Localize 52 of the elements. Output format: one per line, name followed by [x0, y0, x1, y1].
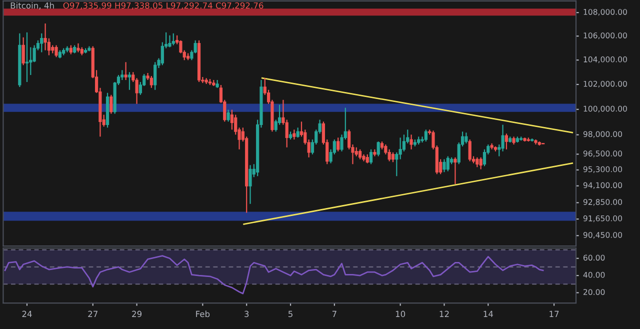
candlestick: [150, 75, 153, 88]
candlestick: [454, 156, 457, 185]
x-tick-label: 3: [244, 310, 249, 318]
x-tick-label: 10: [396, 310, 406, 318]
candlestick: [424, 129, 428, 142]
candlestick: [128, 72, 132, 90]
candlestick: [395, 152, 398, 177]
candlestick: [54, 44, 58, 58]
annotation: O97,335.99 H97,338.05 L97,292.74 C97,292.76: [63, 2, 264, 10]
candlestick: [168, 34, 172, 48]
candlestick: [476, 156, 479, 168]
candlestick: [226, 109, 230, 122]
candlestick: [388, 148, 391, 162]
x-tick-label: 5: [288, 310, 292, 318]
candlestick: [22, 36, 25, 66]
candlestick: [336, 137, 340, 152]
x-tick-label: 7: [332, 310, 336, 317]
candlestick: [504, 133, 508, 150]
candlestick: [468, 138, 472, 162]
candlestick: [40, 32, 44, 53]
x-tick-label: 29: [132, 310, 142, 318]
candlestick: [124, 62, 128, 81]
candlestick: [446, 156, 450, 172]
candlestick: [172, 32, 175, 46]
candlestick: [230, 109, 234, 130]
x-tick-label: Feb: [196, 310, 210, 318]
x-tick-label: 24: [22, 310, 32, 317]
chart-title: Bitcoin, 4h: [10, 2, 54, 10]
candlestick: [248, 164, 252, 204]
candlestick: [482, 148, 486, 167]
x-tick-label: 27: [88, 310, 98, 317]
candlestick: [410, 134, 413, 150]
candlestick: [369, 148, 373, 165]
candlestick: [32, 44, 36, 63]
x-tick-label: 14: [484, 310, 493, 317]
candlestick: [120, 70, 124, 81]
candlestick: [76, 42, 80, 53]
x-tick-label: 17: [550, 310, 559, 317]
x-tick-label: 12: [440, 310, 449, 317]
candlestick: [25, 32, 29, 83]
candlestick: [479, 156, 482, 170]
candlestick: [391, 152, 395, 163]
candlestick: [292, 129, 296, 140]
candlestick: [376, 140, 380, 157]
candlestick: [44, 22, 47, 51]
candlestick: [442, 158, 446, 173]
candlestick: [110, 94, 113, 114]
candlestick: [296, 127, 300, 138]
candlestick: [358, 148, 362, 160]
candlestick: [154, 62, 157, 90]
candlestick: [464, 132, 468, 144]
candlestick: [398, 137, 402, 160]
